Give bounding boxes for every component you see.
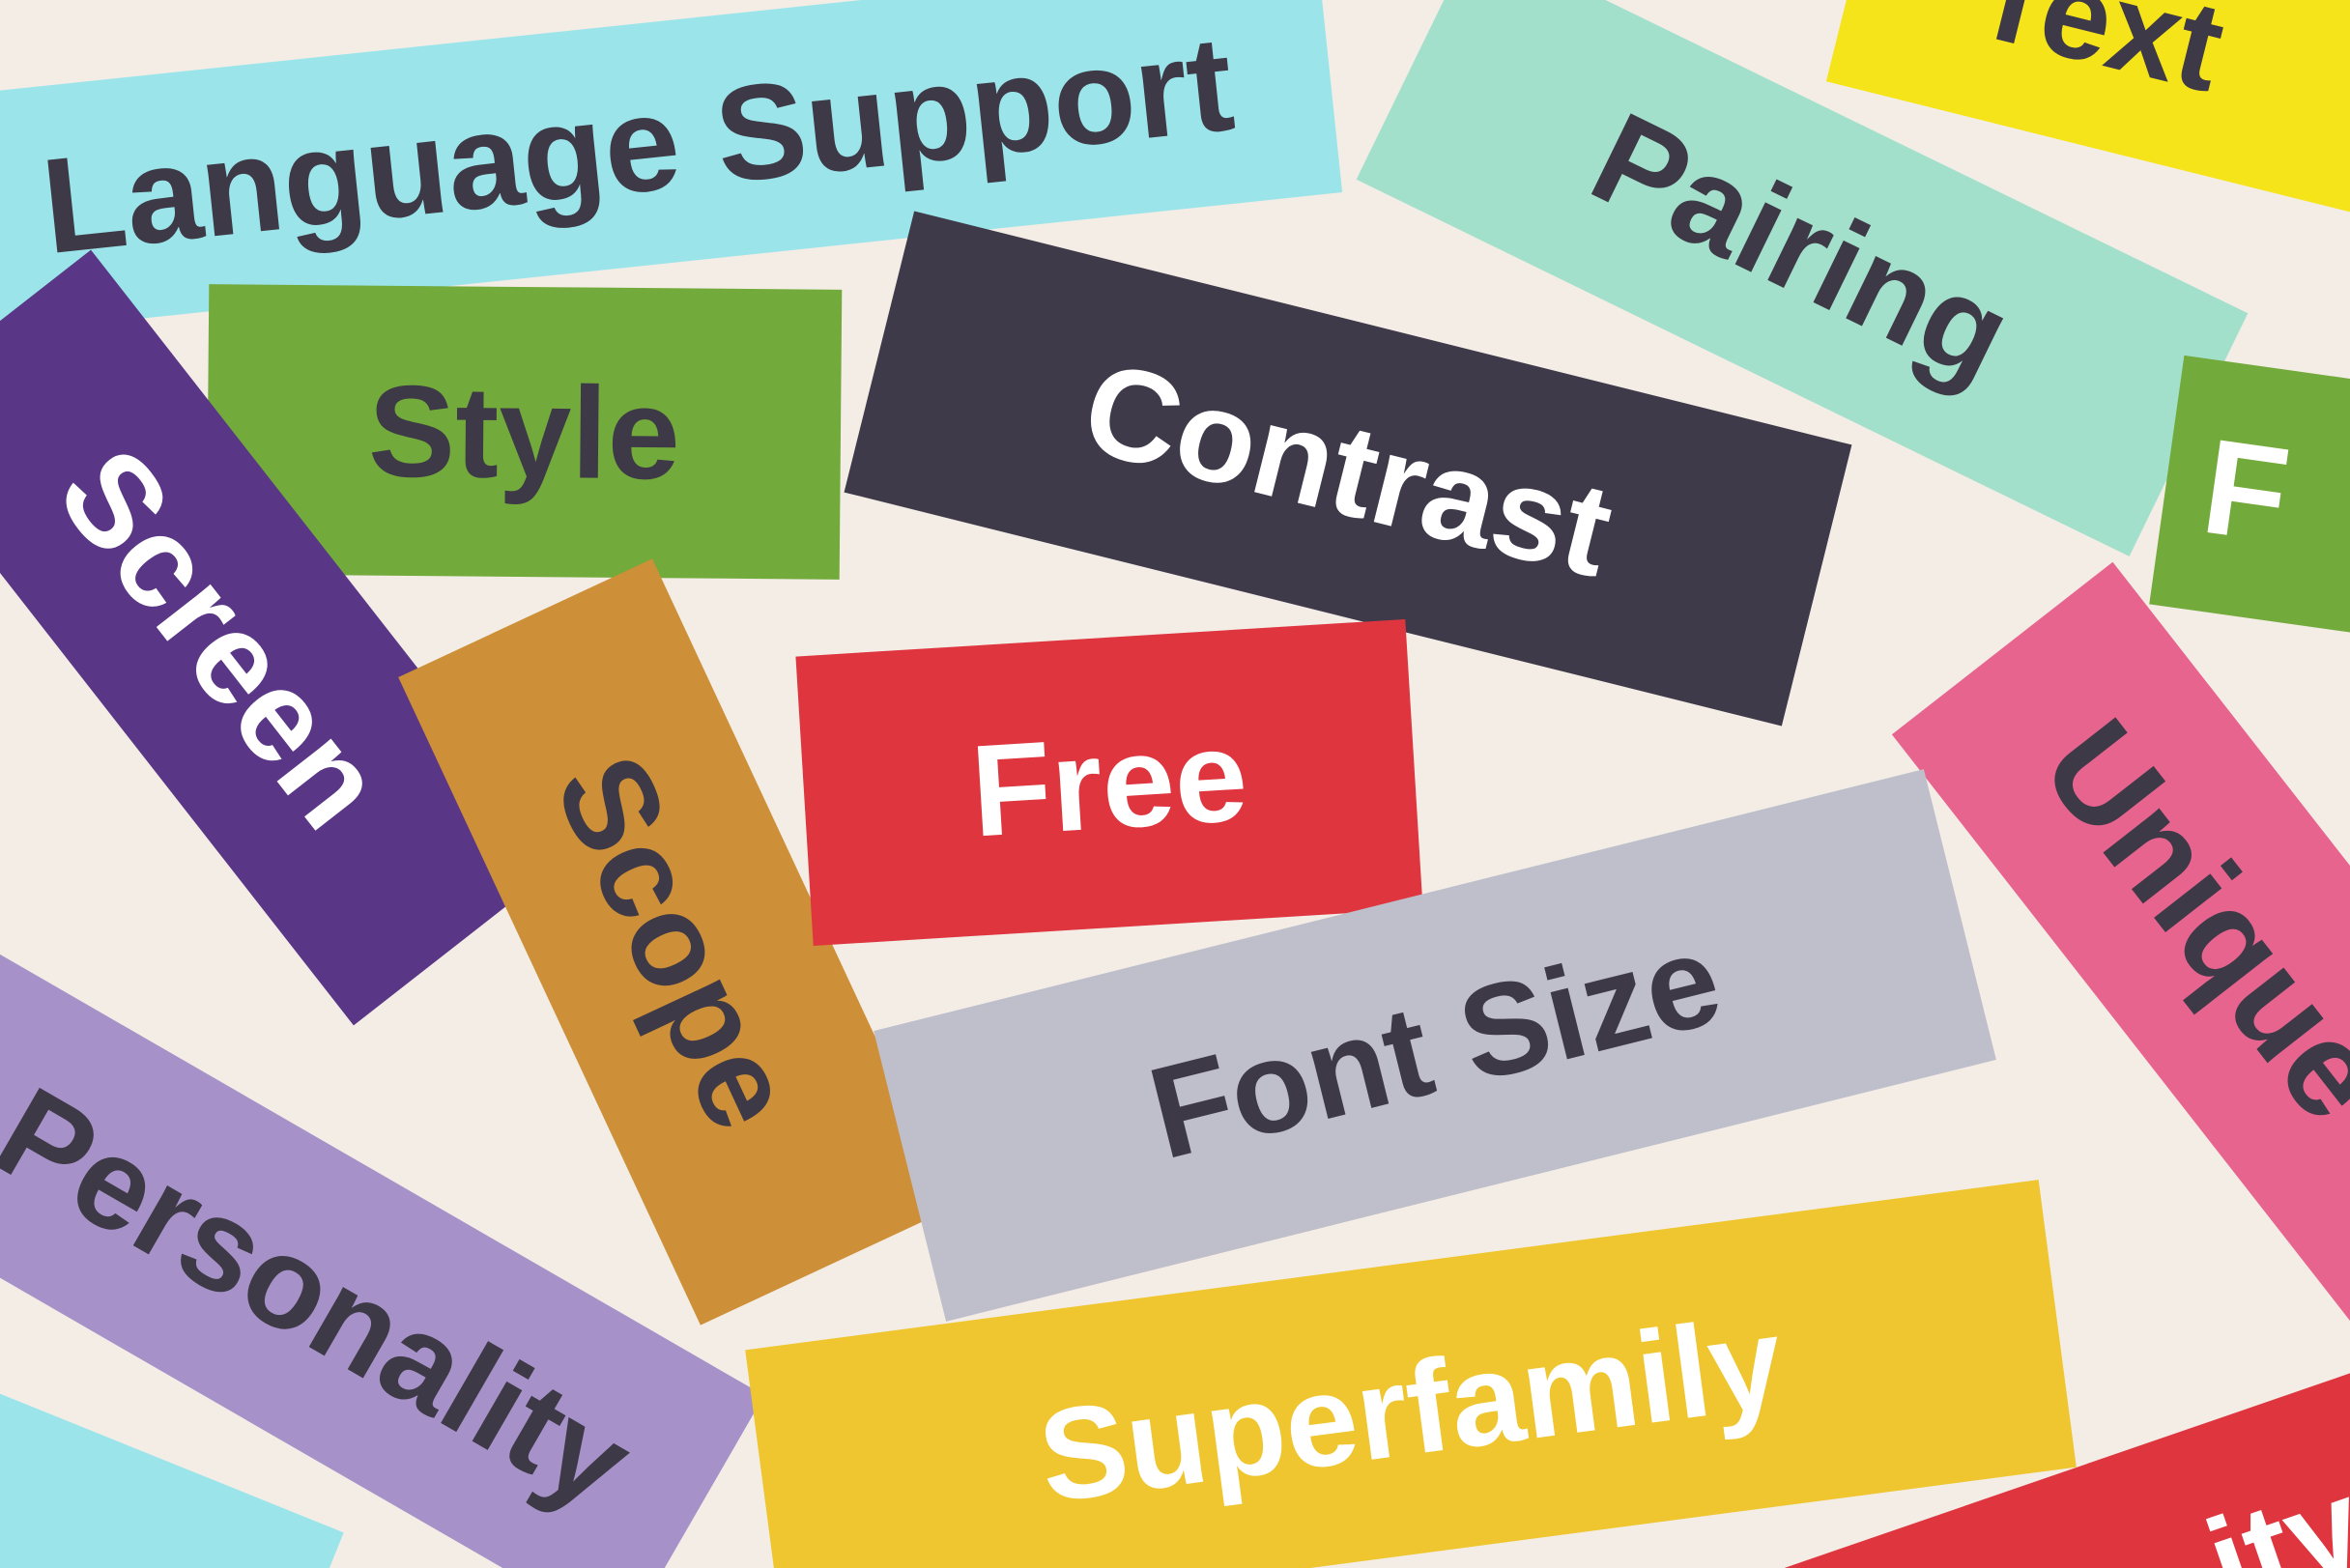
free-label: Free — [795, 618, 1423, 947]
f-green-label: F — [2149, 355, 2350, 670]
